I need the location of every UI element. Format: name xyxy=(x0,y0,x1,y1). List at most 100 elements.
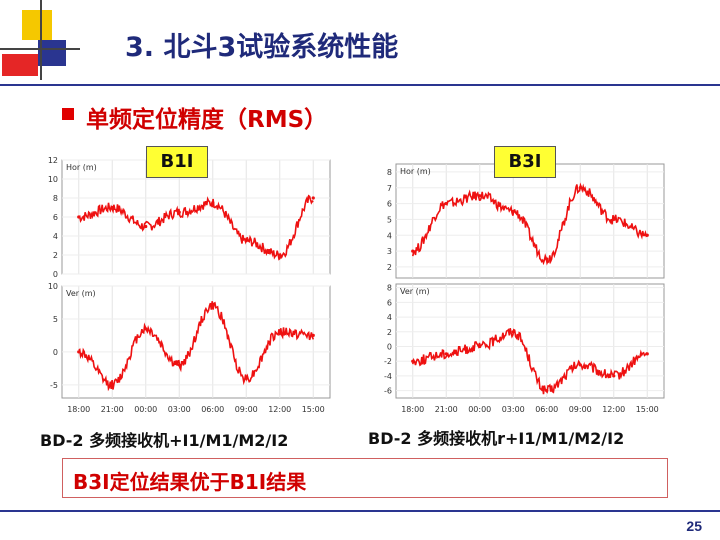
data-point xyxy=(511,330,515,334)
data-point xyxy=(612,374,616,378)
conclusion-text: B3I定位结果优于B1I结果 xyxy=(73,470,307,494)
page-number: 25 xyxy=(686,518,702,534)
x-tick-label: 03:00 xyxy=(502,405,525,414)
x-tick-label: 09:00 xyxy=(569,405,592,414)
y-tick-label: -5 xyxy=(50,381,58,390)
x-tick-label: 12:00 xyxy=(602,405,625,414)
y-tick-label: 5 xyxy=(387,215,392,224)
y-tick-label: -2 xyxy=(384,357,392,366)
data-point xyxy=(244,376,248,380)
data-point xyxy=(110,205,114,210)
data-point xyxy=(411,359,415,363)
x-tick-label: 09:00 xyxy=(235,405,258,414)
plot-frame xyxy=(395,283,665,399)
y-tick-label: 8 xyxy=(53,194,58,203)
y-tick-label: -6 xyxy=(384,387,392,396)
y-tick-label: 2 xyxy=(387,263,392,272)
y-tick-label: 12 xyxy=(48,156,58,165)
data-point xyxy=(444,201,448,206)
y-tick-label: 8 xyxy=(387,168,392,177)
y-tick-label: 0 xyxy=(387,343,392,352)
data-point xyxy=(578,363,582,367)
data-point xyxy=(211,304,215,308)
y-tick-label: 6 xyxy=(387,200,392,209)
panel-label: Hor (m) xyxy=(400,167,431,176)
y-tick-label: 8 xyxy=(387,284,392,293)
y-tick-label: 5 xyxy=(53,315,58,324)
data-point xyxy=(411,249,415,253)
y-tick-label: 10 xyxy=(48,282,58,291)
y-tick-label: 2 xyxy=(387,328,392,337)
panel-label: Ver (m) xyxy=(400,287,430,296)
data-point xyxy=(77,215,81,219)
x-tick-label: 03:00 xyxy=(168,405,191,414)
x-tick-label: 06:00 xyxy=(201,405,224,414)
y-tick-label: 6 xyxy=(387,298,392,307)
data-point xyxy=(478,194,482,198)
y-tick-label: 3 xyxy=(387,247,392,256)
plot-frame xyxy=(61,285,331,399)
data-point xyxy=(311,196,315,200)
b3i-chart: 8 7 6 5 4 3 2 Hor (m) 8 6 4 2 0 -2 -4 -6 Ver (m) 18:00 21:… xyxy=(384,163,665,414)
bullet-square-icon xyxy=(62,108,74,120)
x-tick-label: 15:00 xyxy=(302,405,325,414)
section-subtitle: 单频定位精度（RMS） xyxy=(86,107,328,133)
x-tick-label: 00:00 xyxy=(134,405,157,414)
data-point xyxy=(278,253,282,257)
corner-decoration xyxy=(0,0,80,80)
x-tick-label: 18:00 xyxy=(67,405,90,414)
y-tick-label: -4 xyxy=(384,372,392,381)
y-tick-label: 10 xyxy=(48,175,58,184)
x-tick-label: 06:00 xyxy=(535,405,558,414)
data-point xyxy=(444,352,448,356)
data-point xyxy=(311,333,315,338)
chart-caption-b3i: BD-2 多频接收机r+I1/M1/M2/I2 xyxy=(368,429,625,448)
x-tick-label: 12:00 xyxy=(268,405,291,414)
data-point xyxy=(578,186,582,190)
data-point xyxy=(177,363,181,367)
data-point xyxy=(177,210,181,214)
data-point xyxy=(645,352,649,356)
chart-caption-b1i: BD-2 多频接收机+I1/M1/M2/I2 xyxy=(40,431,289,450)
y-tick-label: 6 xyxy=(53,213,58,222)
footer-divider xyxy=(0,510,720,512)
data-point xyxy=(110,383,114,387)
y-tick-label: 4 xyxy=(387,313,392,322)
x-tick-label: 15:00 xyxy=(636,405,659,414)
x-tick-label: 18:00 xyxy=(401,405,424,414)
chart-tag-b3i: B3I xyxy=(494,146,556,178)
y-tick-label: 0 xyxy=(53,348,58,357)
x-tick-label: 00:00 xyxy=(468,405,491,414)
title-divider xyxy=(0,84,720,86)
series-line-hor xyxy=(412,182,648,266)
series-line-ver xyxy=(412,328,648,395)
data-point xyxy=(244,239,248,243)
data-point xyxy=(478,344,482,349)
y-tick-label: 2 xyxy=(53,251,58,260)
conclusion-box: B3I定位结果优于B1I结果 xyxy=(62,458,668,498)
panel-label: Ver (m) xyxy=(66,289,96,298)
series-line-ver xyxy=(78,301,315,392)
data-point xyxy=(144,327,148,331)
data-point xyxy=(511,209,515,214)
data-point xyxy=(545,257,549,261)
data-point xyxy=(545,389,549,393)
data-point xyxy=(612,217,616,222)
b1i-chart: 12 10 8 6 4 2 0 Hor (m) 10 5 0 -5 Ver (m) 18:00 21:00 0… xyxy=(48,156,331,414)
data-point xyxy=(278,330,282,334)
y-tick-label: 7 xyxy=(387,184,392,193)
x-tick-label: 21:00 xyxy=(435,405,458,414)
chart-tag-b1i: B1I xyxy=(146,146,208,178)
x-tick-label: 21:00 xyxy=(101,405,124,414)
y-tick-label: 4 xyxy=(387,231,392,240)
data-point xyxy=(144,224,148,229)
y-tick-label: 0 xyxy=(53,270,58,279)
slide-title: 3. 北斗3试验系统性能 xyxy=(125,32,399,63)
data-point xyxy=(211,201,215,205)
y-tick-label: 4 xyxy=(53,232,58,241)
series-line-hor xyxy=(78,194,314,261)
data-point xyxy=(77,350,81,354)
data-point xyxy=(645,233,649,237)
panel-label: Hor (m) xyxy=(66,163,97,172)
plot-frame xyxy=(395,163,665,279)
